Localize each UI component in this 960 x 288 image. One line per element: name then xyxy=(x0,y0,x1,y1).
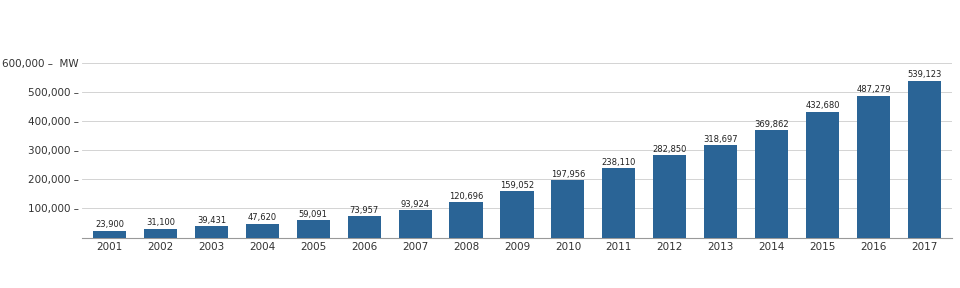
Text: 539,123: 539,123 xyxy=(907,70,942,79)
Bar xyxy=(653,155,686,238)
Text: 238,110: 238,110 xyxy=(602,158,636,167)
Bar xyxy=(246,224,279,238)
Bar xyxy=(551,180,585,238)
Bar xyxy=(348,216,381,238)
Bar xyxy=(195,226,228,238)
Text: 432,680: 432,680 xyxy=(805,101,840,110)
Text: 318,697: 318,697 xyxy=(704,134,738,143)
Text: 369,862: 369,862 xyxy=(755,120,789,129)
Bar xyxy=(93,231,126,238)
Text: 47,620: 47,620 xyxy=(248,213,276,222)
Bar xyxy=(857,96,890,238)
Text: 487,279: 487,279 xyxy=(856,86,891,94)
Text: GLOBAL CUMULATIVE INSTALLED WIND CAPACITY 2001-2017: GLOBAL CUMULATIVE INSTALLED WIND CAPACIT… xyxy=(10,12,510,27)
Text: 59,091: 59,091 xyxy=(299,210,327,219)
Bar xyxy=(755,130,788,238)
Bar xyxy=(398,210,432,238)
Bar xyxy=(704,145,737,238)
Text: 93,924: 93,924 xyxy=(400,200,430,209)
Text: 39,431: 39,431 xyxy=(197,216,226,225)
Text: 282,850: 282,850 xyxy=(653,145,687,154)
Text: 31,100: 31,100 xyxy=(146,218,175,227)
Text: 159,052: 159,052 xyxy=(500,181,534,190)
Bar xyxy=(602,168,636,238)
Bar xyxy=(144,229,177,238)
Text: 73,957: 73,957 xyxy=(349,206,379,215)
Bar xyxy=(500,191,534,238)
Bar xyxy=(297,220,330,238)
Text: 197,956: 197,956 xyxy=(551,170,585,179)
Text: 23,900: 23,900 xyxy=(95,220,124,229)
Text: 120,696: 120,696 xyxy=(449,192,483,201)
Bar xyxy=(806,112,839,238)
Bar xyxy=(908,81,941,238)
Bar xyxy=(449,202,483,238)
